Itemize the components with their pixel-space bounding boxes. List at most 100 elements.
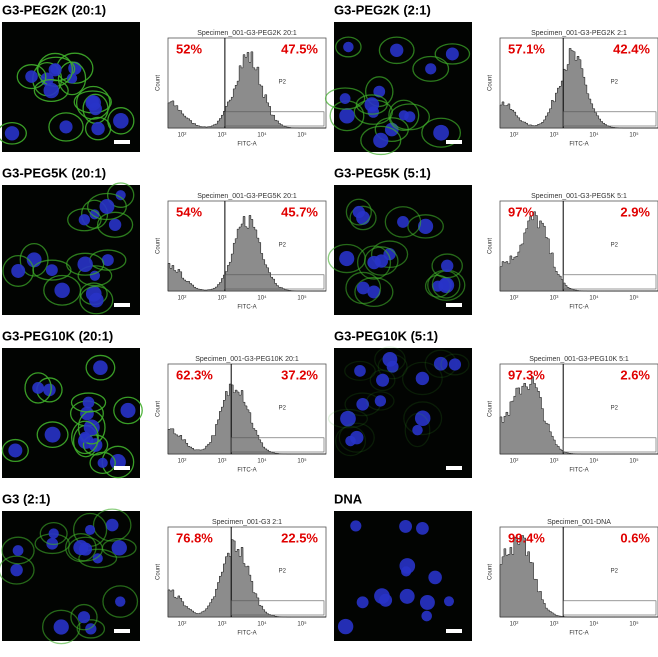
gate-box [562, 111, 657, 127]
x-tick-label: 10³ [550, 459, 559, 465]
gate-name: P2 [611, 569, 619, 575]
scale-bar [446, 303, 462, 307]
histogram [167, 539, 326, 618]
membrane [356, 245, 392, 280]
x-axis-label: FITC-A [569, 468, 588, 474]
specimen-title: Specimen_001-G3-PEG5K 20:1 [197, 193, 297, 200]
x-tick-label: 10² [178, 622, 187, 628]
nucleus [356, 281, 370, 295]
scale-bar [114, 140, 130, 144]
panel-label: G3-PEG5K (5:1) [334, 165, 431, 180]
membrane [349, 205, 377, 231]
panel-label: DNA [334, 491, 363, 506]
nucleus [439, 278, 453, 291]
gate-name: P2 [279, 406, 287, 412]
gate-name: P2 [279, 569, 287, 575]
scale-bar [446, 629, 462, 633]
histogram [499, 535, 658, 618]
percent-right: 37.2% [281, 367, 318, 382]
specimen-title: Specimen_001-G3-PEG5K 5:1 [531, 193, 627, 200]
percent-right: 42.4% [613, 41, 650, 56]
nucleus [89, 209, 100, 220]
nucleus [101, 254, 114, 267]
gate-name: P2 [611, 80, 619, 86]
panel-label: G3 (2:1) [2, 491, 50, 506]
gate-name: P2 [611, 406, 619, 412]
nucleus [356, 398, 369, 411]
membrane [404, 412, 431, 448]
membrane [407, 214, 444, 239]
membrane [403, 401, 443, 436]
nucleus [66, 73, 78, 84]
membrane [440, 353, 470, 376]
nucleus [77, 256, 93, 272]
membrane [0, 555, 35, 585]
x-tick-label: 10⁵ [297, 132, 307, 139]
nucleus [421, 610, 433, 622]
percent-right: 2.9% [620, 204, 650, 219]
nucleus [113, 113, 129, 129]
membrane [366, 391, 395, 411]
cells [2, 182, 135, 315]
nucleus [111, 540, 127, 556]
x-tick-label: 10² [510, 459, 519, 465]
nucleus [415, 371, 430, 386]
percent-right: 22.5% [281, 530, 318, 545]
membrane [86, 192, 127, 221]
membrane [1, 536, 35, 565]
nucleus [350, 430, 364, 445]
percent-left: 99.4% [508, 530, 545, 545]
nucleus [12, 545, 24, 556]
gate-box [562, 437, 657, 453]
membrane [2, 254, 35, 287]
x-tick-label: 10⁵ [629, 458, 639, 465]
membrane [334, 425, 367, 457]
x-axis-label: FITC-A [237, 631, 256, 637]
nucleus [373, 132, 389, 149]
nucleus [443, 596, 454, 607]
specimen-title: Specimen_001-G3-PEG2K 2:1 [531, 30, 627, 37]
nucleus [44, 426, 61, 443]
x-tick-label: 10² [178, 459, 187, 465]
membrane [79, 285, 114, 315]
histogram [167, 215, 326, 292]
nucleus [374, 588, 390, 604]
nucleus [374, 395, 387, 407]
nucleus [339, 108, 355, 124]
membrane [70, 603, 98, 631]
membrane [378, 36, 415, 65]
membrane [344, 360, 376, 381]
x-tick-label: 10⁴ [257, 132, 267, 139]
membrane [84, 116, 112, 141]
membrane [96, 211, 134, 238]
nucleus [46, 537, 59, 550]
nucleus [54, 282, 70, 299]
membrane [77, 410, 106, 445]
membrane [77, 265, 113, 287]
percent-left: 52% [176, 41, 202, 56]
nucleus [397, 216, 409, 228]
nucleus [350, 520, 362, 532]
x-tick-label: 10⁵ [297, 295, 307, 302]
x-tick-label: 10⁵ [297, 458, 307, 465]
x-tick-label: 10³ [550, 133, 559, 139]
nucleus [340, 410, 356, 427]
x-axis-label: FITC-A [237, 305, 256, 311]
membrane [388, 99, 420, 131]
micrograph [334, 511, 472, 641]
membrane [113, 396, 143, 425]
membrane [67, 208, 102, 232]
micrograph [334, 22, 472, 152]
membrane [431, 253, 463, 279]
membrane [42, 609, 81, 645]
y-axis-label: Count [156, 564, 162, 580]
percent-right: 0.6% [620, 530, 650, 545]
membrane [0, 121, 27, 145]
nucleus [97, 457, 108, 469]
specimen-title: Specimen_001-G3-PEG10K 5:1 [529, 356, 629, 363]
x-tick-label: 10⁴ [257, 458, 267, 465]
nucleus [59, 120, 73, 134]
nucleus [78, 214, 91, 226]
membrane [384, 206, 422, 238]
